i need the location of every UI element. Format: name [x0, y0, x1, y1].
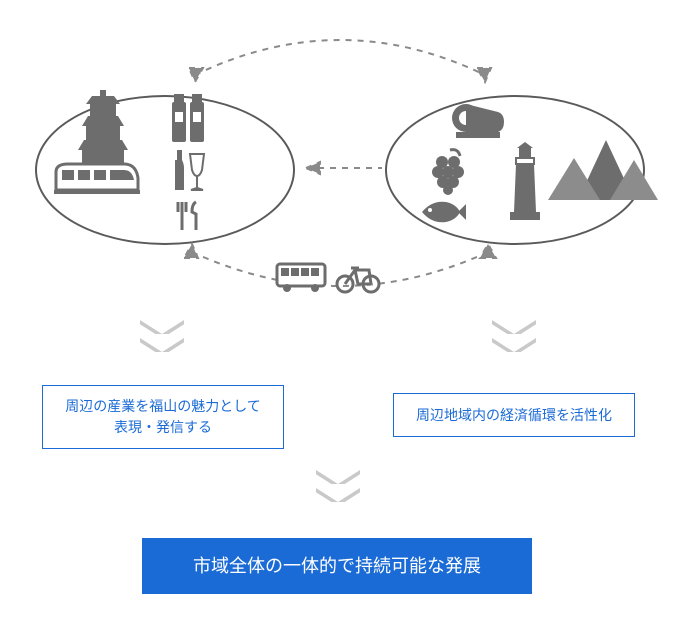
bus-icon [275, 260, 327, 294]
wine-icon [172, 150, 208, 196]
box-left: 周辺の産業を福山の魅力として 表現・発信する [42, 385, 284, 449]
box-right: 周辺地域内の経済循環を活性化 [393, 393, 635, 437]
box-left-line2: 表現・発信する [114, 419, 212, 435]
box-right-text: 周辺地域内の経済循環を活性化 [416, 405, 612, 426]
top-dashed-arrow [175, 20, 505, 90]
box-left-line1: 周辺の産業を福山の魅力として [65, 398, 261, 414]
fish-icon [418, 198, 466, 226]
train-icon [50, 160, 140, 200]
chevron-right [492, 320, 536, 356]
bottles-icon [170, 92, 206, 146]
lighthouse-icon [506, 142, 544, 222]
cutlery-icon [172, 200, 206, 234]
box-bottom-text: 市域全体の一体的で持続可能な発展 [193, 553, 481, 580]
bicycle-icon [335, 262, 381, 294]
roll-icon [450, 102, 506, 142]
chevron-center [316, 470, 360, 506]
mountains-icon [548, 110, 658, 210]
grapes-icon [430, 148, 470, 196]
chevron-left [140, 320, 184, 356]
diagram-canvas: 周辺の産業を福山の魅力として 表現・発信する 周辺地域内の経済循環を活性化 市域… [0, 0, 675, 625]
box-bottom: 市域全体の一体的で持続可能な発展 [142, 538, 532, 594]
middle-dashed-arrow [300, 158, 390, 178]
